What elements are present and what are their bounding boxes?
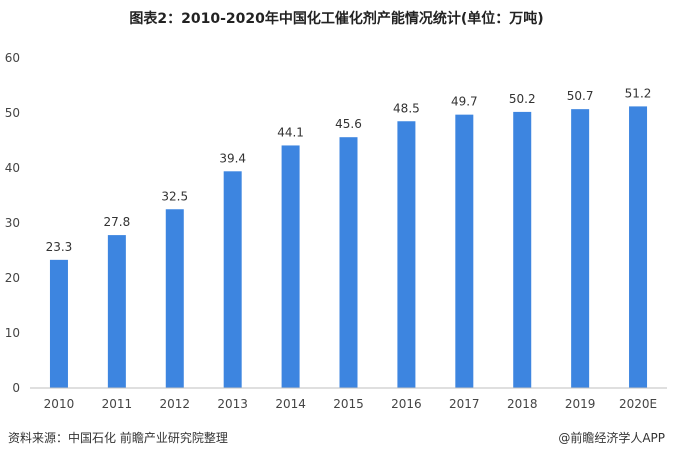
- x-tick-label: 2013: [217, 397, 248, 411]
- bar-series: [49, 106, 648, 389]
- data-label: 44.1: [277, 125, 304, 139]
- y-tick-label: 20: [5, 271, 20, 285]
- x-tick-label: 2017: [449, 397, 480, 411]
- y-tick-label: 30: [5, 216, 20, 230]
- x-tick-label: 2020E: [619, 397, 657, 411]
- data-label: 50.2: [509, 92, 536, 106]
- chart-title: 图表2：2010-2020年中国化工催化剂产能情况统计(单位：万吨): [129, 11, 544, 27]
- bar: [629, 106, 648, 389]
- bar: [223, 171, 242, 388]
- value-labels: 23.3 27.8 32.5 39.4 44.1 45.6 48.5 49.7 50.2 50.7…: [46, 86, 652, 253]
- x-tick-label: 2019: [565, 397, 596, 411]
- bar: [107, 235, 126, 388]
- x-tick-label: 2016: [391, 397, 422, 411]
- bar: [513, 111, 532, 389]
- data-label: 48.5: [393, 101, 420, 115]
- x-tick-label: 2012: [159, 397, 190, 411]
- bar: [49, 259, 68, 388]
- bar: [571, 109, 590, 389]
- data-label: 49.7: [451, 95, 478, 109]
- bar: [339, 137, 358, 388]
- data-label: 51.2: [625, 86, 652, 100]
- data-label: 27.8: [104, 215, 131, 229]
- source-note: 资料来源：中国石化 前瞻产业研究院整理: [8, 431, 228, 445]
- x-tick-label: 2015: [333, 397, 364, 411]
- y-tick-label: 40: [5, 161, 20, 175]
- bar: [397, 121, 416, 388]
- bar: [281, 145, 300, 388]
- data-label: 23.3: [46, 240, 73, 254]
- y-axis: 0 10 20 30 40 50 60: [5, 51, 20, 395]
- data-label: 32.5: [161, 189, 188, 203]
- y-tick-label: 50: [5, 106, 20, 120]
- x-tick-label: 2018: [507, 397, 538, 411]
- x-tick-label: 2014: [275, 397, 306, 411]
- brand-label: @前瞻经济学人APP: [558, 431, 665, 445]
- bar: [455, 114, 474, 389]
- x-axis: 2010 2011 2012 2013 2014 2015 2016 2017 2018 2019…: [30, 387, 667, 411]
- data-label: 39.4: [219, 151, 246, 165]
- y-tick-label: 10: [5, 326, 20, 340]
- x-tick-label: 2010: [44, 397, 75, 411]
- data-label: 50.7: [567, 89, 594, 103]
- bar: [165, 209, 184, 388]
- y-tick-label: 60: [5, 51, 20, 65]
- y-tick-label: 0: [12, 381, 20, 395]
- data-label: 45.6: [335, 117, 362, 131]
- bar-chart: 0 10 20 30 40 50 60 23.3 27.8 32.5 39.4 44.1 45.6 48…: [5, 51, 667, 411]
- footer: 资料来源：中国石化 前瞻产业研究院整理 @前瞻经济学人APP: [0, 429, 673, 451]
- x-tick-label: 2011: [102, 397, 133, 411]
